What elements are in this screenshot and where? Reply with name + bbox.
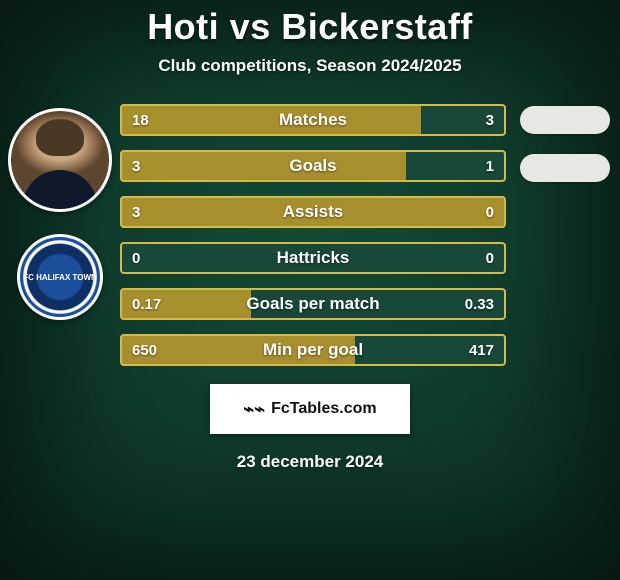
right-column — [510, 104, 620, 366]
bar-label: Assists — [120, 196, 506, 228]
stat-bar-row: Goals3 1 — [120, 150, 506, 182]
stat-bar-row: Matches18 3 — [120, 104, 506, 136]
bar-label: Hattricks — [120, 242, 506, 274]
bar-value-left: 0 — [132, 242, 140, 274]
page-title: Hoti vs Bickerstaff — [0, 0, 620, 48]
right-pill — [520, 106, 610, 134]
logo-icon: ⌁⌁ — [243, 399, 265, 420]
bar-value-right: 3 — [486, 104, 494, 136]
bar-value-right: 1 — [486, 150, 494, 182]
bar-value-left: 3 — [132, 196, 140, 228]
logo-text: FcTables.com — [271, 400, 377, 418]
bar-value-left: 18 — [132, 104, 149, 136]
right-pill — [520, 154, 610, 182]
stat-bar-row: Assists3 0 — [120, 196, 506, 228]
bar-value-right: 0 — [486, 242, 494, 274]
card-content: Hoti vs Bickerstaff Club competitions, S… — [0, 0, 620, 580]
left-column: FC HALIFAX TOWN — [0, 104, 120, 366]
main-layout: FC HALIFAX TOWN Matches183Goals31Assists… — [0, 104, 620, 366]
footer-logo-card: ⌁⌁ FcTables.com — [210, 384, 410, 434]
bar-label: Matches — [120, 104, 506, 136]
bar-label: Min per goal — [120, 334, 506, 366]
bar-value-right: 0.33 — [465, 288, 494, 320]
subtitle: Club competitions, Season 2024/2025 — [0, 56, 620, 76]
stat-bar-row: Hattricks0 0 — [120, 242, 506, 274]
stat-bar-row: Min per goal650 417 — [120, 334, 506, 366]
player-avatar — [8, 108, 112, 212]
bar-label: Goals per match — [120, 288, 506, 320]
stat-bar-row: Goals per match0.17 0.33 — [120, 288, 506, 320]
bar-label: Goals — [120, 150, 506, 182]
bar-value-left: 0.17 — [132, 288, 161, 320]
date-text: 23 december 2024 — [0, 452, 620, 472]
bar-value-left: 3 — [132, 150, 140, 182]
crest-text: FC HALIFAX TOWN — [23, 273, 97, 282]
bar-value-left: 650 — [132, 334, 157, 366]
bar-value-right: 417 — [469, 334, 494, 366]
stat-bars: Matches183Goals31Assists30Hattricks00Goa… — [120, 104, 510, 366]
club-crest: FC HALIFAX TOWN — [17, 234, 103, 320]
bar-value-right: 0 — [486, 196, 494, 228]
